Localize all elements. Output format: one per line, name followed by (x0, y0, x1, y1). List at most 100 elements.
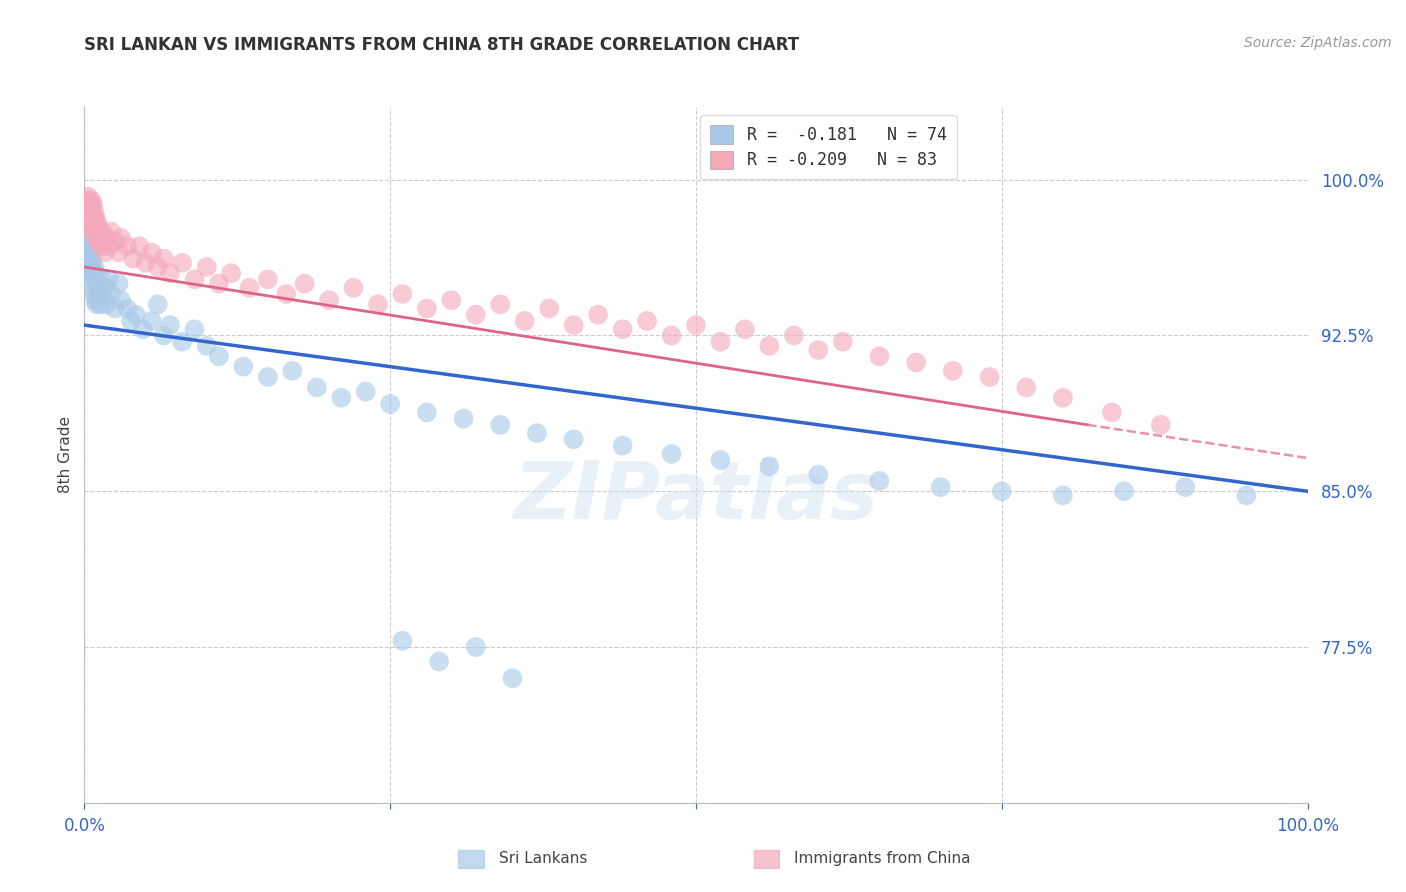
Point (257, 272, 280, 286)
Point (87, 287, 110, 301)
Point (990, 484, 1012, 499)
Point (807, 343, 830, 357)
Point (135, 256, 157, 270)
Point (905, 355, 928, 369)
Point (526, 426, 548, 441)
Point (661, 447, 683, 461)
Point (97, 272, 120, 286)
Point (77, 189, 100, 203)
Point (89, 231, 111, 245)
Point (734, 322, 756, 336)
Point (91, 287, 114, 301)
Text: SRI LANKAN VS IMMIGRANTS FROM CHINA 8TH GRADE CORRELATION CHART: SRI LANKAN VS IMMIGRANTS FROM CHINA 8TH … (84, 36, 800, 54)
Point (612, 322, 634, 336)
Point (238, 281, 260, 295)
Point (562, 433, 585, 447)
Point (90, 239, 112, 253)
Point (453, 411, 475, 425)
Point (1114, 484, 1136, 499)
Point (464, 308, 486, 322)
Point (86, 272, 108, 286)
Point (1150, 417, 1173, 432)
Point (86, 297, 108, 311)
Point (96, 231, 118, 245)
Point (89, 297, 111, 311)
Point (115, 239, 138, 253)
Point (77, 256, 100, 270)
Point (122, 252, 145, 266)
Point (276, 287, 298, 301)
Point (305, 380, 328, 394)
Point (153, 328, 176, 343)
Point (318, 293, 340, 308)
Point (100, 287, 122, 301)
Point (612, 439, 634, 453)
Point (513, 314, 536, 328)
Point (586, 308, 609, 322)
Point (942, 364, 965, 378)
Point (87, 281, 110, 295)
Point (76, 231, 98, 245)
Point (94, 245, 117, 260)
Point (195, 260, 218, 274)
Point (391, 633, 413, 648)
Point (104, 301, 127, 316)
Point (979, 370, 1001, 384)
Point (87, 219, 110, 233)
Point (77, 203, 100, 218)
Point (96, 297, 118, 311)
Point (489, 417, 512, 432)
Point (758, 339, 780, 353)
Point (93, 235, 115, 249)
Point (219, 266, 242, 280)
Point (83, 287, 105, 301)
Point (87, 235, 110, 249)
Y-axis label: 8th Grade: 8th Grade (58, 417, 73, 493)
Point (929, 480, 952, 494)
Legend: R =  -0.181   N = 74, R = -0.209   N = 83: R = -0.181 N = 74, R = -0.209 N = 83 (700, 115, 956, 179)
Point (709, 334, 731, 349)
Text: ZIPatlas: ZIPatlas (513, 458, 879, 536)
Point (90, 272, 112, 286)
Point (84, 210, 107, 224)
Point (82, 252, 104, 266)
Point (153, 252, 176, 266)
Point (86, 214, 108, 228)
Point (91, 225, 114, 239)
Point (636, 314, 658, 328)
Point (416, 405, 439, 419)
Point (79, 260, 101, 274)
Point (807, 467, 830, 482)
Point (141, 245, 163, 260)
Point (208, 277, 231, 291)
Point (427, 655, 450, 669)
Point (79, 210, 101, 224)
Point (501, 671, 523, 685)
Point (80, 256, 103, 270)
Point (80, 203, 103, 218)
Point (159, 266, 181, 280)
Point (115, 301, 138, 316)
Point (128, 239, 150, 253)
Point (77, 194, 100, 208)
Point (94, 281, 117, 295)
Point (82, 225, 104, 239)
Point (367, 297, 389, 311)
Point (83, 203, 105, 218)
Point (354, 384, 377, 399)
Point (110, 231, 132, 245)
Point (281, 364, 304, 378)
Point (79, 272, 101, 286)
Point (758, 459, 780, 474)
Point (172, 256, 194, 270)
Point (232, 359, 254, 374)
Point (80, 194, 103, 208)
Point (110, 293, 132, 308)
Point (661, 328, 683, 343)
Point (146, 260, 169, 274)
Point (380, 397, 402, 411)
Point (464, 640, 486, 654)
Point (562, 318, 585, 332)
Point (1015, 380, 1038, 394)
Point (1234, 488, 1257, 502)
